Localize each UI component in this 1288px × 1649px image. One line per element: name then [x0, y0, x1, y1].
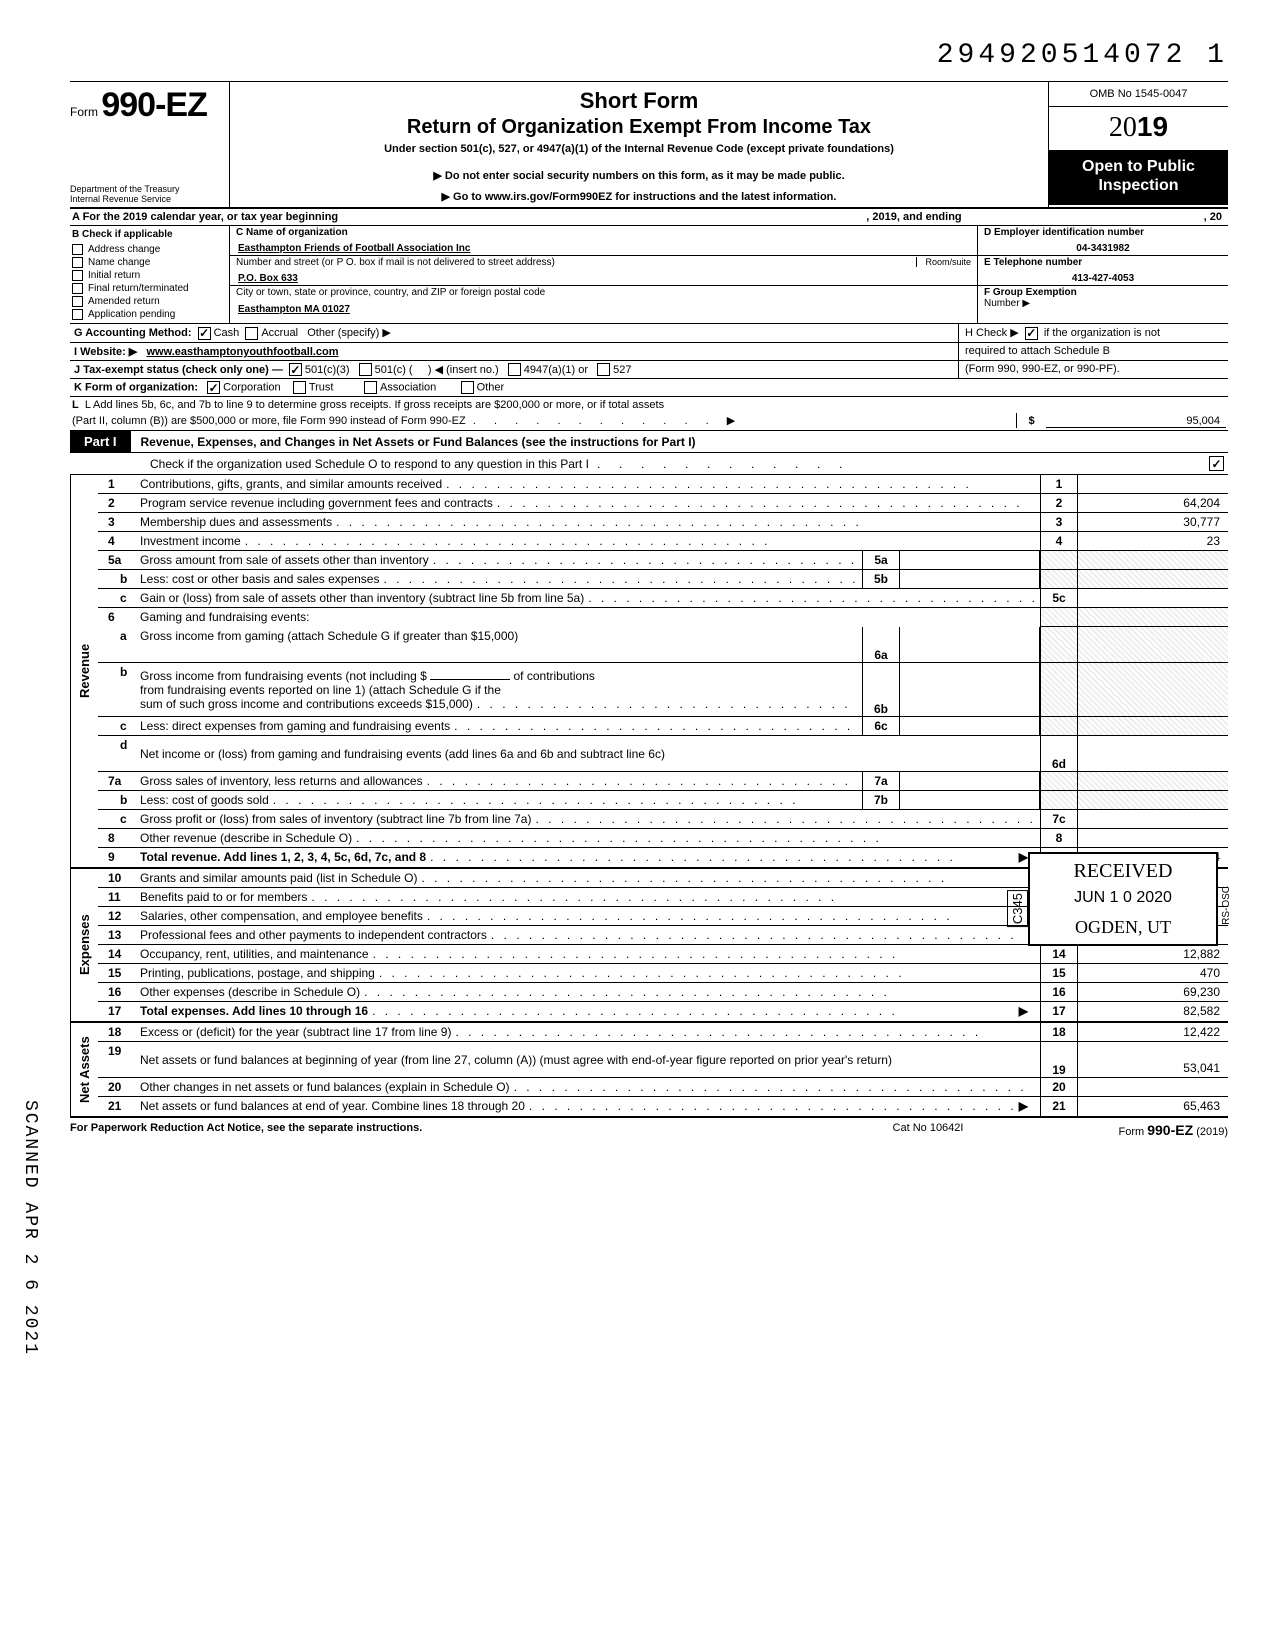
org-name: Easthampton Friends of Football Associat…	[236, 243, 470, 254]
line-17: 17 Total expenses. Add lines 10 through …	[98, 1002, 1228, 1021]
street: P.O. Box 633	[236, 273, 298, 284]
group-exemption-row: F Group Exemption Number ▶	[978, 286, 1228, 310]
expenses-label: Expenses	[70, 869, 98, 1021]
form-left: Form 990-EZ Department of the Treasury I…	[70, 82, 230, 207]
ein-row: D Employer identification number 04-3431…	[978, 226, 1228, 256]
line-2: 2 Program service revenue including gove…	[98, 494, 1228, 513]
city-row: City or town, state or province, country…	[230, 286, 977, 316]
row-i-website: I Website: ▶ www.easthamptonyouthfootbal…	[70, 343, 1228, 361]
line-5b: b Less: cost or other basis and sales ex…	[98, 570, 1228, 589]
header-center: Short Form Return of Organization Exempt…	[230, 82, 1048, 207]
ck-assoc[interactable]	[364, 381, 377, 394]
phone: 413-427-4053	[984, 273, 1222, 284]
line-8: 8 Other revenue (describe in Schedule O)…	[98, 829, 1228, 848]
line-5a: 5a Gross amount from sale of assets othe…	[98, 551, 1228, 570]
doc-number: 294920514072 1	[70, 40, 1228, 71]
block-bcdef: B Check if applicable Address change Nam…	[70, 226, 1228, 324]
dept-treasury: Department of the Treasury Internal Reve…	[70, 185, 223, 205]
ck-4947[interactable]	[508, 363, 521, 376]
note-ssn: ▶ Do not enter social security numbers o…	[238, 169, 1040, 182]
line-18: 18 Excess or (deficit) for the year (sub…	[98, 1023, 1228, 1042]
ck-accrual[interactable]	[245, 327, 258, 340]
line-4: 4 Investment income 423	[98, 532, 1228, 551]
stamp-received: RECEIVED JUN 1 0 2020 OGDEN, UT	[1028, 852, 1218, 946]
revenue-label: Revenue	[70, 475, 98, 867]
city: Easthampton MA 01027	[236, 304, 350, 315]
ck-other[interactable]	[461, 381, 474, 394]
form-number: Form 990-EZ	[70, 86, 223, 125]
phone-row: E Telephone number 413-427-4053	[978, 256, 1228, 286]
line-20: 20 Other changes in net assets or fund b…	[98, 1078, 1228, 1097]
footer: For Paperwork Reduction Act Notice, see …	[70, 1118, 1228, 1138]
ck-name-change[interactable]: Name change	[72, 256, 227, 269]
line-19: 19 Net assets or fund balances at beginn…	[98, 1042, 1228, 1078]
revenue-section: Revenue 1 Contributions, gifts, grants, …	[70, 475, 1228, 869]
street-row: Room/suiteNumber and street (or P O. box…	[230, 256, 977, 286]
line-6: 6 Gaming and fundraising events:	[98, 608, 1228, 627]
title-return: Return of Organization Exempt From Incom…	[238, 116, 1040, 139]
part1-header: Part I Revenue, Expenses, and Changes in…	[70, 431, 1228, 453]
ck-schedule-b[interactable]	[1025, 327, 1038, 340]
ck-app-pending[interactable]: Application pending	[72, 308, 227, 321]
line-16: 16 Other expenses (describe in Schedule …	[98, 983, 1228, 1002]
ck-address-change[interactable]: Address change	[72, 243, 227, 256]
line-3: 3 Membership dues and assessments 330,77…	[98, 513, 1228, 532]
note-url: ▶ Go to www.irs.gov/Form990EZ for instru…	[238, 190, 1040, 203]
website: www.easthamptonyouthfootball.com	[146, 346, 338, 358]
tax-year: 2019	[1049, 107, 1228, 151]
ck-schedule-o[interactable]: ✓	[1209, 456, 1224, 471]
ck-cash[interactable]	[198, 327, 211, 340]
line-15: 15 Printing, publications, postage, and …	[98, 964, 1228, 983]
line-6d: d Net income or (loss) from gaming and f…	[98, 736, 1228, 772]
open-public: Open to Public Inspection	[1049, 151, 1228, 205]
ck-corp[interactable]	[207, 381, 220, 394]
line-6a: a Gross income from gaming (attach Sched…	[98, 627, 1228, 663]
ck-501c[interactable]	[359, 363, 372, 376]
line-7c: c Gross profit or (loss) from sales of i…	[98, 810, 1228, 829]
title-short-form: Short Form	[238, 88, 1040, 114]
row-k-form-org: K Form of organization: Corporation Trus…	[70, 379, 1228, 397]
line-14: 14 Occupancy, rent, utilities, and maint…	[98, 945, 1228, 964]
row-a-tax-year: A For the 2019 calendar year, or tax yea…	[70, 209, 1228, 226]
col-de: D Employer identification number 04-3431…	[978, 226, 1228, 323]
line-6b: b Gross income from fundraising events (…	[98, 663, 1228, 717]
netassets-section: Net Assets 18 Excess or (deficit) for th…	[70, 1023, 1228, 1118]
ck-initial-return[interactable]: Initial return	[72, 269, 227, 282]
line-7a: 7a Gross sales of inventory, less return…	[98, 772, 1228, 791]
line-7b: b Less: cost of goods sold 7b	[98, 791, 1228, 810]
stamp-rs-osc: RS-OSC	[1221, 886, 1232, 925]
row-g-accounting: G Accounting Method: Cash Accrual Other …	[70, 324, 1228, 343]
line-1: 1 Contributions, gifts, grants, and simi…	[98, 475, 1228, 494]
ck-527[interactable]	[597, 363, 610, 376]
col-b-checkboxes: B Check if applicable Address change Nam…	[70, 226, 230, 323]
gross-receipts: 95,004	[1046, 413, 1226, 428]
ein: 04-3431982	[984, 243, 1222, 254]
stamp-scanned: SCANNED APR 2 6 2021	[20, 1100, 40, 1356]
omb-number: OMB No 1545-0047	[1049, 82, 1228, 107]
ck-501c3[interactable]	[289, 363, 302, 376]
line-6c: c Less: direct expenses from gaming and …	[98, 717, 1228, 736]
ck-final-return[interactable]: Final return/terminated	[72, 282, 227, 295]
row-j-tax-exempt: J Tax-exempt status (check only one) — 5…	[70, 361, 1228, 380]
line-21: 21 Net assets or fund balances at end of…	[98, 1097, 1228, 1116]
header-right: OMB No 1545-0047 2019 Open to Public Ins…	[1048, 82, 1228, 207]
subtitle: Under section 501(c), 527, or 4947(a)(1)…	[238, 143, 1040, 155]
part1-sub: Check if the organization used Schedule …	[70, 453, 1228, 475]
ck-amended[interactable]: Amended return	[72, 295, 227, 308]
ck-trust[interactable]	[293, 381, 306, 394]
netassets-label: Net Assets	[70, 1023, 98, 1116]
stamp-c345: C345	[1007, 890, 1028, 927]
org-name-row: C Name of organization Easthampton Frien…	[230, 226, 977, 256]
row-h: H Check ▶ if the organization is not	[958, 324, 1228, 342]
col-c-org: C Name of organization Easthampton Frien…	[230, 226, 978, 323]
line-5c: c Gain or (loss) from sale of assets oth…	[98, 589, 1228, 608]
form-header: Form 990-EZ Department of the Treasury I…	[70, 81, 1228, 209]
row-l-gross: L L Add lines 5b, 6c, and 7b to line 9 t…	[70, 397, 1228, 431]
